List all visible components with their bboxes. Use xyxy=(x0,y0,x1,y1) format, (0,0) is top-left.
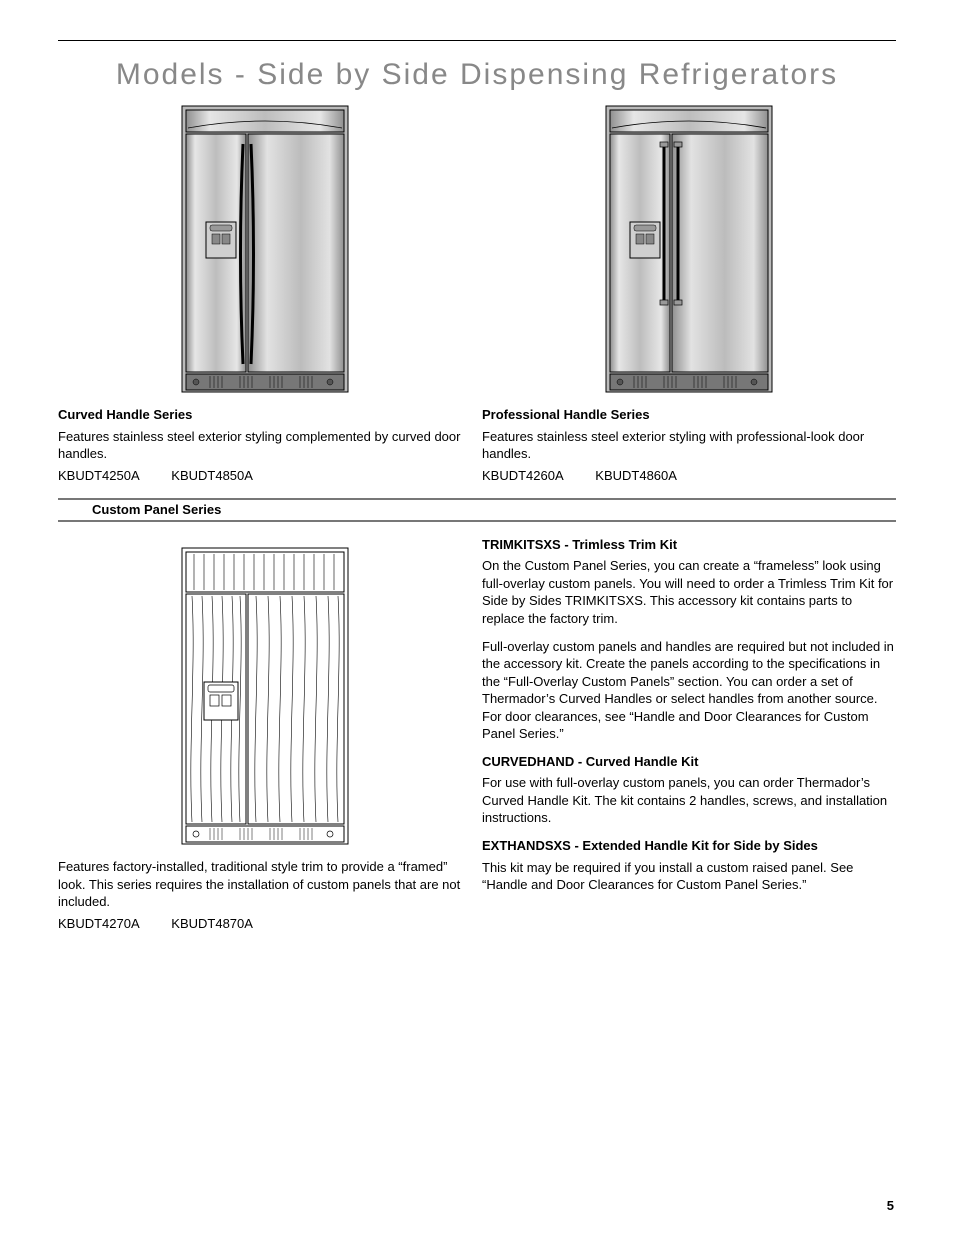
curved-series-desc: Features stainless steel exterior stylin… xyxy=(58,428,472,463)
model-number: KBUDT4870A xyxy=(171,915,253,933)
fridge-illustration-curved xyxy=(58,104,472,399)
top-rule xyxy=(58,40,896,41)
col-curved: Curved Handle Series Features stainless … xyxy=(58,104,472,495)
kit-trimkit-p1: On the Custom Panel Series, you can crea… xyxy=(482,557,896,627)
professional-series-title: Professional Handle Series xyxy=(482,406,896,424)
model-number: KBUDT4270A xyxy=(58,915,140,933)
col-professional: Professional Handle Series Features stai… xyxy=(482,104,896,495)
kit-trimkit-p2: Full-overlay custom panels and handles a… xyxy=(482,638,896,743)
professional-series-desc: Features stainless steel exterior stylin… xyxy=(482,428,896,463)
fridge-custom-icon xyxy=(180,546,350,846)
custom-series-desc: Features factory-installed, traditional … xyxy=(58,858,472,911)
kit-curvedhand-title: CURVEDHAND - Curved Handle Kit xyxy=(482,753,896,771)
col-kits: TRIMKITSXS - Trimless Trim Kit On the Cu… xyxy=(482,532,896,943)
row-steel-series: Curved Handle Series Features stainless … xyxy=(58,104,896,495)
col-custom-panel: Features factory-installed, traditional … xyxy=(58,532,472,943)
custom-series-models: KBUDT4270A KBUDT4870A xyxy=(58,915,472,933)
section-bar-custom-panel: Custom Panel Series xyxy=(58,498,896,522)
page-number: 5 xyxy=(887,1197,894,1215)
curved-series-title: Curved Handle Series xyxy=(58,406,472,424)
curved-series-models: KBUDT4250A KBUDT4850A xyxy=(58,467,472,485)
kit-curvedhand-p1: For use with full-overlay custom panels,… xyxy=(482,774,896,827)
fridge-illustration-professional xyxy=(482,104,896,399)
row-custom-panel: Features factory-installed, traditional … xyxy=(58,532,896,943)
model-number: KBUDT4260A xyxy=(482,467,564,485)
model-number: KBUDT4860A xyxy=(595,467,677,485)
fridge-professional-icon xyxy=(604,104,774,394)
fridge-curved-icon xyxy=(180,104,350,394)
page-title: Models - Side by Side Dispensing Refrige… xyxy=(58,55,896,96)
fridge-illustration-custom xyxy=(58,546,472,851)
professional-series-models: KBUDT4260A KBUDT4860A xyxy=(482,467,896,485)
kit-exthand-p1: This kit may be required if you install … xyxy=(482,859,896,894)
kit-exthand-title: EXTHANDSXS - Extended Handle Kit for Sid… xyxy=(482,837,896,855)
model-number: KBUDT4850A xyxy=(171,467,253,485)
section-bar-label: Custom Panel Series xyxy=(58,501,896,519)
kit-trimkit-title: TRIMKITSXS - Trimless Trim Kit xyxy=(482,536,896,554)
model-number: KBUDT4250A xyxy=(58,467,140,485)
